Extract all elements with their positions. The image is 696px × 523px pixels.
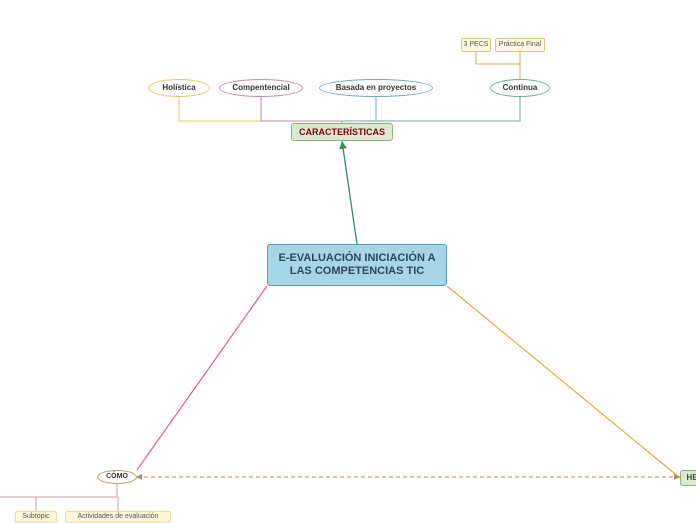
caracteristicas-node: CARACTERÍSTICAS [291, 123, 393, 141]
ellipse-0: Holística [148, 79, 210, 97]
her-node: HER [680, 470, 696, 486]
ellipse-3: Continua [490, 79, 550, 97]
root-node: E-EVALUACIÓN INICIACIÓN A LAS COMPETENCI… [267, 244, 447, 286]
leaf-0: Subtopic [15, 511, 57, 523]
top-chip-1: Práctica Final [495, 38, 545, 52]
ellipse-1: Compentencial [219, 79, 303, 97]
como-node: CÓMO [97, 470, 137, 484]
ellipse-2: Basada en proyectos [319, 79, 433, 97]
top-chip-0: 3 PECS [461, 38, 491, 52]
leaf-1: Actividades de evaluación [65, 511, 171, 523]
